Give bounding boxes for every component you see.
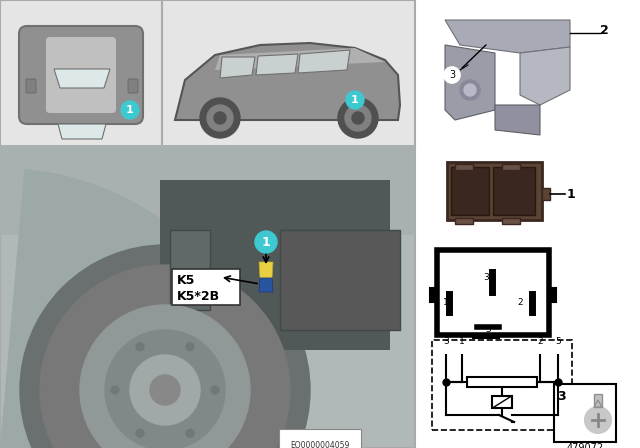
Bar: [455, 164, 473, 170]
Bar: [455, 218, 473, 224]
Bar: [542, 188, 550, 200]
Text: 1: 1: [459, 336, 465, 345]
Text: 3: 3: [443, 336, 449, 345]
Bar: [493, 167, 535, 215]
Bar: [170, 230, 210, 310]
Polygon shape: [520, 47, 570, 105]
Bar: [437, 250, 549, 335]
Circle shape: [40, 265, 290, 448]
Circle shape: [458, 345, 466, 353]
Text: 1: 1: [567, 188, 576, 201]
Text: 1: 1: [351, 95, 359, 105]
Circle shape: [444, 67, 460, 83]
Bar: [432, 340, 572, 430]
Circle shape: [186, 343, 194, 351]
Circle shape: [20, 245, 310, 448]
Text: 2: 2: [517, 298, 523, 307]
Polygon shape: [259, 278, 273, 292]
Bar: [0, 148, 415, 448]
Circle shape: [80, 305, 250, 448]
Bar: [451, 167, 489, 215]
Polygon shape: [445, 45, 495, 120]
Text: 479072: 479072: [566, 443, 604, 448]
Circle shape: [464, 84, 476, 96]
Circle shape: [121, 101, 139, 119]
Bar: [472, 333, 500, 339]
Bar: [172, 269, 240, 305]
Circle shape: [111, 386, 119, 394]
Circle shape: [338, 98, 378, 138]
Text: K5*2B: K5*2B: [177, 289, 220, 302]
Polygon shape: [220, 57, 255, 78]
Text: 1: 1: [443, 298, 449, 307]
Bar: [467, 377, 537, 387]
Bar: [0, 0, 415, 148]
Bar: [160, 180, 390, 350]
Circle shape: [211, 386, 219, 394]
Circle shape: [346, 91, 364, 109]
Text: 3: 3: [557, 391, 566, 404]
Bar: [280, 230, 400, 330]
Bar: [447, 162, 542, 220]
Text: 2: 2: [537, 336, 543, 345]
Text: EO0000004059: EO0000004059: [291, 440, 349, 448]
FancyBboxPatch shape: [26, 79, 36, 93]
Circle shape: [207, 105, 233, 131]
Text: 5: 5: [555, 336, 561, 345]
Bar: [594, 394, 602, 407]
Polygon shape: [215, 48, 385, 70]
Bar: [549, 288, 556, 302]
Polygon shape: [298, 50, 350, 73]
Polygon shape: [256, 54, 298, 75]
Polygon shape: [259, 262, 273, 278]
Circle shape: [554, 345, 562, 353]
Text: 3: 3: [449, 70, 455, 80]
Circle shape: [136, 343, 144, 351]
Circle shape: [186, 429, 194, 437]
Bar: [492, 396, 512, 408]
Text: 1: 1: [126, 105, 134, 115]
Circle shape: [442, 345, 450, 353]
Text: 2: 2: [600, 23, 609, 36]
Polygon shape: [594, 400, 602, 407]
Bar: [430, 288, 437, 302]
Bar: [502, 218, 520, 224]
Circle shape: [105, 330, 225, 448]
FancyBboxPatch shape: [0, 145, 415, 235]
FancyBboxPatch shape: [46, 37, 116, 113]
Circle shape: [150, 375, 180, 405]
Circle shape: [352, 112, 364, 124]
Circle shape: [345, 105, 371, 131]
Text: 1: 1: [262, 236, 270, 249]
Text: 5: 5: [485, 325, 491, 334]
Circle shape: [536, 345, 544, 353]
Wedge shape: [0, 169, 280, 448]
Circle shape: [130, 355, 200, 425]
Circle shape: [255, 231, 277, 253]
Bar: [502, 164, 520, 170]
FancyBboxPatch shape: [19, 26, 143, 124]
Bar: [554, 384, 616, 442]
Polygon shape: [175, 43, 400, 120]
Polygon shape: [495, 105, 540, 135]
Text: K5: K5: [177, 275, 195, 288]
Circle shape: [200, 98, 240, 138]
Polygon shape: [54, 69, 110, 88]
Text: 3: 3: [483, 273, 489, 282]
Circle shape: [585, 407, 611, 433]
FancyBboxPatch shape: [128, 79, 138, 93]
Polygon shape: [445, 20, 570, 53]
Circle shape: [460, 80, 480, 100]
Polygon shape: [58, 124, 106, 139]
Circle shape: [136, 429, 144, 437]
Circle shape: [214, 112, 226, 124]
